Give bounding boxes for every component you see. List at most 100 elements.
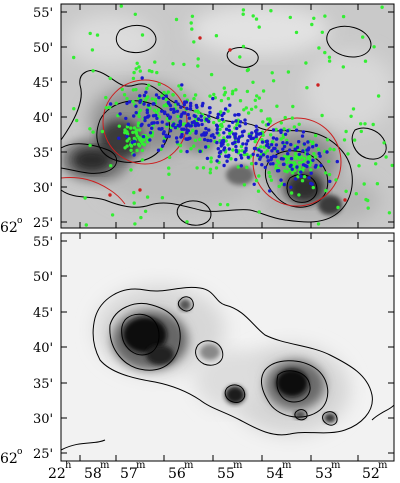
blue-source bbox=[188, 104, 193, 108]
blue-source bbox=[228, 103, 232, 107]
green-source bbox=[275, 104, 279, 108]
top-panel-frame bbox=[60, 3, 395, 229]
blue-source bbox=[198, 149, 202, 154]
blue-source bbox=[254, 161, 258, 166]
blue-source bbox=[204, 117, 209, 122]
blue-source bbox=[281, 162, 286, 167]
blue-source bbox=[225, 159, 229, 163]
green-source bbox=[251, 14, 255, 18]
top-dec-tick-label: 30' bbox=[33, 181, 53, 196]
blue-source bbox=[275, 149, 280, 154]
blue-source bbox=[215, 140, 219, 145]
green-source bbox=[214, 166, 219, 170]
blue-source bbox=[222, 111, 226, 116]
bottom-dec-tick-label: 35' bbox=[33, 377, 53, 392]
blue-source bbox=[222, 131, 226, 135]
green-source bbox=[140, 158, 145, 162]
bottom-dec-tick-label: 30' bbox=[33, 412, 53, 427]
blue-source bbox=[134, 104, 138, 108]
green-source bbox=[125, 144, 129, 148]
green-source bbox=[209, 72, 214, 77]
green-source bbox=[249, 162, 254, 166]
blue-source bbox=[281, 157, 285, 161]
blue-source bbox=[108, 102, 113, 106]
green-source bbox=[189, 147, 193, 151]
green-source bbox=[136, 121, 141, 125]
blue-source bbox=[254, 124, 258, 128]
blue-source bbox=[314, 163, 318, 168]
green-source bbox=[171, 93, 175, 97]
blue-source bbox=[285, 141, 289, 145]
green-source bbox=[88, 143, 92, 148]
green-source bbox=[153, 60, 157, 64]
ra-tick-label: 52 bbox=[362, 466, 380, 482]
green-source bbox=[327, 59, 332, 63]
green-source bbox=[108, 105, 112, 110]
green-source bbox=[148, 106, 152, 110]
blue-source bbox=[216, 147, 220, 151]
blue-source bbox=[165, 122, 169, 126]
green-source bbox=[218, 127, 222, 132]
blue-source bbox=[132, 153, 136, 157]
green-source bbox=[249, 107, 254, 112]
green-source bbox=[136, 142, 141, 147]
blue-source bbox=[174, 99, 178, 104]
top-dec-tick-label: 35' bbox=[33, 146, 53, 161]
red-sources bbox=[108, 36, 347, 202]
green-source bbox=[195, 166, 199, 170]
green-source bbox=[384, 155, 388, 159]
blue-source bbox=[215, 159, 219, 163]
blue-source bbox=[164, 94, 168, 98]
green-source bbox=[271, 79, 276, 83]
green-source bbox=[138, 108, 143, 113]
green-source bbox=[127, 137, 131, 141]
blue-source bbox=[231, 141, 235, 146]
blue-source bbox=[206, 138, 210, 143]
ra-tick-label-sup: m bbox=[136, 460, 146, 471]
blue-source bbox=[207, 114, 211, 118]
blue-source bbox=[204, 126, 208, 131]
blue-source bbox=[305, 152, 310, 156]
green-source bbox=[362, 182, 366, 186]
green-source bbox=[328, 147, 332, 151]
blue-source bbox=[254, 134, 258, 139]
blue-source bbox=[257, 148, 261, 152]
blue-source bbox=[272, 146, 276, 150]
green-source bbox=[212, 92, 216, 97]
green-source bbox=[91, 69, 95, 73]
blue-source bbox=[126, 122, 130, 127]
green-source bbox=[137, 114, 141, 119]
green-source bbox=[136, 124, 140, 128]
ra-tick-label: 54 bbox=[266, 466, 284, 482]
blue-source bbox=[295, 165, 299, 169]
green-source bbox=[288, 15, 292, 20]
green-source bbox=[375, 182, 380, 186]
top-dec-tick-label: 25' bbox=[33, 216, 53, 231]
green-source bbox=[363, 59, 368, 63]
green-source bbox=[306, 155, 311, 159]
ra-tick-label-sup: m bbox=[378, 460, 388, 471]
blue-source bbox=[176, 102, 180, 106]
green-source bbox=[374, 162, 378, 166]
blue-source bbox=[156, 148, 161, 152]
top-dec-tick-label: 40' bbox=[33, 111, 53, 126]
blue-source bbox=[314, 143, 318, 147]
green-source bbox=[164, 102, 168, 107]
green-source bbox=[193, 93, 198, 97]
blue-source bbox=[173, 125, 178, 130]
blue-source bbox=[174, 136, 179, 140]
green-source bbox=[244, 106, 248, 110]
green-source bbox=[214, 34, 219, 38]
blue-source bbox=[234, 144, 238, 149]
green-source bbox=[152, 108, 156, 112]
blue-source bbox=[222, 148, 226, 152]
blue-source bbox=[204, 145, 208, 149]
blue-source bbox=[251, 152, 255, 156]
green-source bbox=[88, 127, 92, 131]
green-source bbox=[212, 120, 216, 125]
blue-source bbox=[178, 123, 183, 127]
green-source bbox=[308, 163, 312, 167]
blue-source bbox=[271, 128, 276, 132]
green-source bbox=[283, 115, 287, 120]
blue-source bbox=[236, 139, 241, 144]
